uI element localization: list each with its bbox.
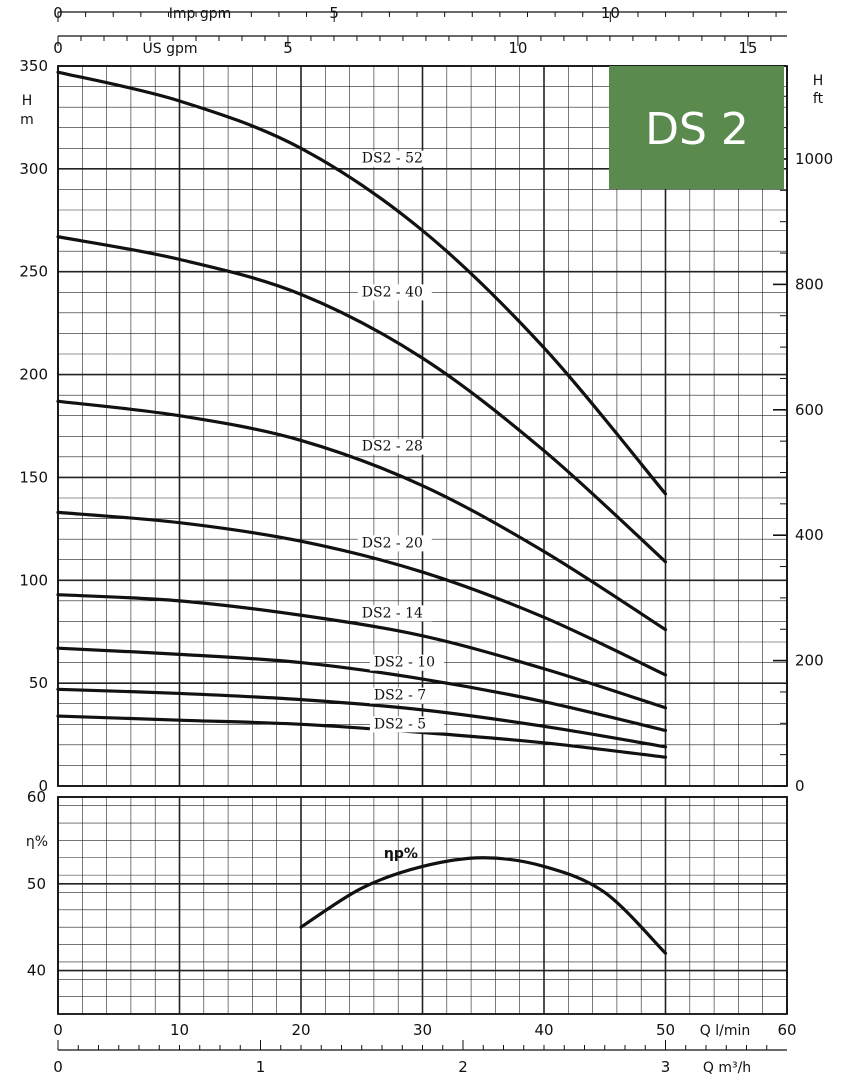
- curve-label: DS2 - 14: [362, 605, 423, 621]
- curve-label: DS2 - 40: [362, 284, 423, 300]
- curve-efficiency: [299, 856, 668, 955]
- curve-ds2-20: [56, 510, 668, 677]
- curve-label: DS2 - 52: [362, 151, 423, 167]
- q-m3h-axis-label: Q m³/h: [703, 1060, 751, 1076]
- curve-label-bg: [357, 150, 432, 167]
- q-lmin-tick-label: 20: [291, 1021, 310, 1039]
- curve-label-bg: [369, 687, 444, 704]
- imp-gpm-axis-label: Imp gpm: [169, 6, 232, 22]
- curve-label: DS2 - 10: [374, 655, 435, 671]
- curve-label-bg: [369, 716, 444, 733]
- head-ft-axis-label: H: [813, 73, 824, 89]
- us-gpm-axis-label: US gpm: [143, 41, 198, 57]
- efficiency-plot-frame: [57, 796, 788, 1015]
- head-m-tick-label: 150: [19, 468, 48, 486]
- q-lmin-tick-label: 60: [777, 1021, 796, 1039]
- model-badge: DS 2: [609, 66, 784, 189]
- curve-ds2-40: [56, 235, 668, 564]
- head-m-axis-label: H: [22, 93, 33, 109]
- efficiency-curve-label: ηp%: [384, 846, 418, 862]
- efficiency-axis-label: η%: [26, 834, 48, 850]
- q-m3h-tick-label: 0: [53, 1058, 63, 1076]
- curve-ds2-28: [56, 399, 668, 632]
- head-ft-tick-label: 200: [795, 652, 824, 670]
- curve-label: DS2 - 28: [362, 439, 423, 455]
- q-lmin-tick-label: 0: [53, 1021, 63, 1039]
- q-lmin-tick-label: 40: [534, 1021, 553, 1039]
- us-gpm-tick-label: 0: [53, 39, 63, 57]
- head-m-tick-label: 0: [38, 777, 48, 795]
- efficiency-tick-label: 60: [27, 788, 46, 806]
- curve-ds2-52: [56, 70, 668, 496]
- head-m-tick-label: 350: [19, 57, 48, 75]
- head-m-tick-label: 100: [19, 571, 48, 589]
- curve-ds2-10: [56, 646, 668, 733]
- curve-ds2-14: [56, 593, 668, 710]
- q-lmin-tick-label: 50: [656, 1021, 675, 1039]
- curve-label: DS2 - 5: [374, 716, 426, 732]
- curve-label: DS2 - 20: [362, 535, 423, 551]
- curve-label-bg: [357, 438, 432, 455]
- head-ft-tick-label: 400: [795, 526, 824, 544]
- head-m-tick-label: 50: [29, 674, 48, 692]
- curve-label: DS2 - 7: [374, 688, 426, 704]
- us-gpm-tick-label: 5: [283, 39, 293, 57]
- efficiency-tick-label: 50: [27, 875, 46, 893]
- curve-label-bg: [357, 535, 432, 552]
- curves: DS2 - 52 DS2 - 40 DS2 - 28 DS2 - 20 DS2 - 14…: [56, 70, 668, 955]
- q-lmin-tick-label: 30: [413, 1021, 432, 1039]
- badge-background: [609, 66, 784, 189]
- head-m-tick-label: 300: [19, 160, 48, 178]
- head-m-axis-unit: m: [20, 112, 34, 128]
- curve-label-bg: [369, 654, 444, 671]
- head-ft-tick-label: 600: [795, 401, 824, 419]
- q-lmin-tick-label: 10: [170, 1021, 189, 1039]
- q-m3h-tick-label: 2: [458, 1058, 468, 1076]
- q-m3h-tick-label: 1: [256, 1058, 266, 1076]
- curve-ds2-5: [56, 714, 668, 759]
- plot-frames: [57, 11, 788, 1051]
- us-gpm-tick-label: 10: [508, 39, 527, 57]
- badge-text: DS 2: [645, 104, 749, 155]
- efficiency-tick-label: 40: [27, 962, 46, 980]
- head-ft-tick-label: 800: [795, 275, 824, 293]
- imp-gpm-tick-label: 5: [329, 4, 339, 22]
- head-ft-tick-label: 1000: [795, 150, 833, 168]
- imp-gpm-tick-label: 10: [601, 4, 620, 22]
- curve-label-bg: [357, 284, 432, 301]
- imp-gpm-tick-label: 0: [53, 4, 63, 22]
- head-ft-tick-label: 0: [795, 777, 805, 795]
- curve-ds2-7: [56, 687, 668, 749]
- head-m-tick-label: 250: [19, 263, 48, 281]
- curve-label-bg: [357, 605, 432, 622]
- us-gpm-tick-label: 15: [738, 39, 757, 57]
- head-m-tick-label: 200: [19, 366, 48, 384]
- main-plot-frame: [57, 65, 788, 787]
- q-lmin-axis-label: Q l/min: [700, 1023, 750, 1039]
- q-m3h-tick-label: 3: [661, 1058, 671, 1076]
- head-ft-axis-unit: ft: [813, 91, 824, 107]
